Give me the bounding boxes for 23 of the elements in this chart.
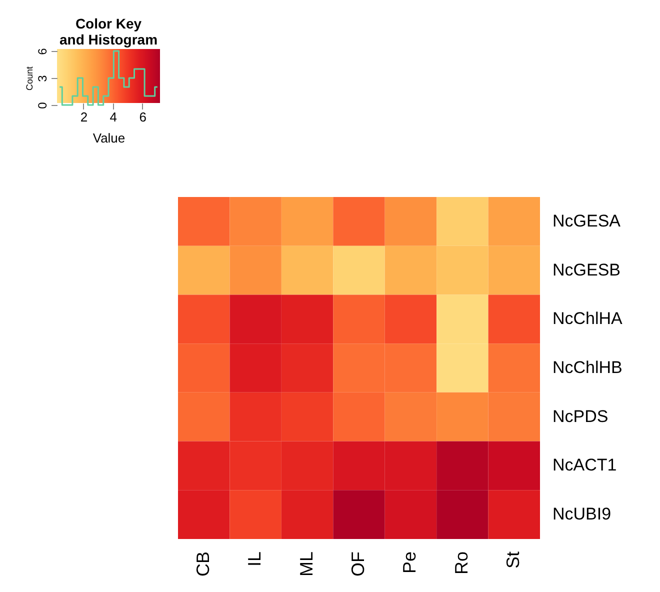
y-tick-label: NcUBI9 bbox=[552, 504, 612, 524]
x-tick-label: Pe bbox=[400, 552, 420, 574]
color-bar-label: 2 bbox=[80, 110, 88, 124]
y-axis-title: Count bbox=[24, 66, 34, 91]
y-tick-label: NcACT1 bbox=[552, 456, 617, 475]
y-tick-label: 0 bbox=[36, 102, 50, 109]
y-tick-label: 3 bbox=[36, 74, 50, 82]
y-tick-label: NcGESA bbox=[552, 211, 622, 230]
y-tick-label: NcChlHA bbox=[552, 309, 624, 328]
x-tick-label: St bbox=[503, 552, 524, 569]
x-tick-label: CB bbox=[192, 552, 213, 577]
color-bar-label: 4 bbox=[110, 110, 118, 124]
x-tick-label: Ro bbox=[451, 552, 472, 575]
chart-title: Color Key and Histogram bbox=[59, 16, 158, 48]
color-bar-title: Value bbox=[92, 130, 126, 146]
x-tick-label: IL bbox=[244, 552, 265, 567]
y-tick-label: NcPDS bbox=[552, 406, 608, 426]
y-tick-label: NcGESB bbox=[552, 260, 621, 280]
y-tick-label: NcChlHB bbox=[552, 358, 622, 377]
x-tick-label: ML bbox=[296, 552, 316, 577]
color-bar-label: 6 bbox=[139, 110, 146, 124]
x-tick-label: OF bbox=[348, 552, 368, 576]
y-tick-label: 6 bbox=[36, 48, 50, 55]
